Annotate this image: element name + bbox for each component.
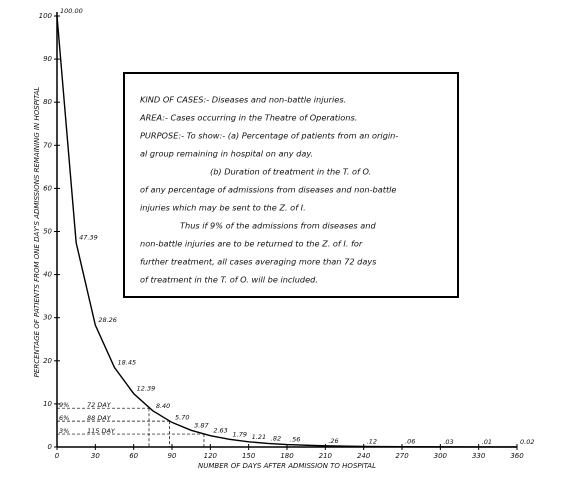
data-label: .26 bbox=[328, 437, 338, 445]
data-label: 47.39 bbox=[79, 234, 98, 242]
y-tick-label: 70 bbox=[43, 141, 52, 149]
x-tick-label: 30 bbox=[91, 452, 100, 460]
annotation-line: AREA:- Cases occurring in the Theatre of… bbox=[139, 113, 357, 123]
annotation-line: KIND OF CASES:- Diseases and non-battle … bbox=[140, 95, 346, 105]
y-tick-label: 20 bbox=[43, 357, 52, 365]
guide-day-label: 72 DAY bbox=[87, 401, 112, 409]
x-tick-label: 360 bbox=[510, 452, 524, 460]
x-tick-label: 330 bbox=[472, 452, 486, 460]
data-label: 28.26 bbox=[98, 316, 117, 324]
y-tick-label: 50 bbox=[43, 228, 52, 236]
data-label: 18.45 bbox=[118, 358, 137, 366]
x-tick-label: 300 bbox=[434, 452, 448, 460]
annotation-line: of treatment in the T. of O. will be inc… bbox=[140, 275, 318, 285]
guide-label: 9% bbox=[59, 401, 69, 409]
data-label: 5.70 bbox=[175, 413, 189, 421]
x-tick-label: 270 bbox=[395, 452, 409, 460]
data-label: 1.21 bbox=[252, 433, 266, 441]
data-label: 8.40 bbox=[156, 402, 170, 410]
y-tick-label: 30 bbox=[43, 314, 52, 322]
annotation-line: Thus if 9% of the admissions from diseas… bbox=[180, 221, 376, 231]
guide-day-label: 115 DAY bbox=[87, 427, 116, 435]
x-tick-label: 240 bbox=[357, 452, 371, 460]
y-tick-label: 0 bbox=[48, 443, 53, 451]
data-label: .56 bbox=[290, 436, 300, 444]
data-label: .12 bbox=[367, 437, 377, 445]
data-line bbox=[56, 15, 518, 448]
y-tick-label: 10 bbox=[43, 400, 52, 408]
annotation-line: injuries which may be sent to the Z. of … bbox=[140, 203, 306, 213]
annotation-line: (b) Duration of treatment in the T. of O… bbox=[210, 167, 371, 177]
data-label: 1.79 bbox=[233, 430, 247, 438]
guide-label: 3% bbox=[59, 427, 69, 435]
guide-day-label: 88 DAY bbox=[87, 414, 112, 422]
data-label: .03 bbox=[443, 438, 453, 446]
annotation-line: of any percentage of admissions from dis… bbox=[140, 185, 396, 195]
annotation-line: PURPOSE:- To show:- (a) Percentage of pa… bbox=[140, 131, 398, 141]
x-tick-label: 60 bbox=[129, 452, 138, 460]
data-label: .06 bbox=[405, 438, 415, 446]
x-tick-label: 150 bbox=[242, 452, 256, 460]
guide-label: 6% bbox=[59, 414, 69, 422]
data-label: .01 bbox=[482, 438, 492, 446]
annotation-line: al group remaining in hospital on any da… bbox=[140, 149, 313, 159]
data-label: 12.39 bbox=[137, 385, 156, 393]
annotation-line: non-battle injuries are to be returned t… bbox=[140, 239, 363, 249]
x-tick-label: 180 bbox=[280, 452, 294, 460]
annotation-box bbox=[123, 72, 459, 298]
x-tick-label: 210 bbox=[319, 452, 333, 460]
data-label: .82 bbox=[271, 434, 281, 442]
y-tick-label: 100 bbox=[39, 12, 53, 20]
annotation-line: further treatment, all cases averaging m… bbox=[140, 257, 377, 267]
y-tick-label: 90 bbox=[43, 55, 52, 63]
data-label: 2.63 bbox=[213, 427, 227, 435]
x-tick-label: 90 bbox=[168, 452, 177, 460]
data-label: 3.87 bbox=[194, 421, 209, 429]
y-tick-label: 80 bbox=[43, 98, 52, 106]
data-label: 100.00 bbox=[60, 7, 83, 15]
x-tick-label: 120 bbox=[204, 452, 218, 460]
data-label: 0.02 bbox=[520, 438, 534, 446]
x-tick-label: 0 bbox=[55, 452, 60, 460]
y-tick-label: 60 bbox=[43, 184, 52, 192]
y-axis-label: PERCENTAGE OF PATIENTS FROM ONE DAY'S AD… bbox=[33, 87, 41, 378]
annotation: KIND OF CASES:- Diseases and non-battle … bbox=[139, 95, 398, 285]
y-tick-label: 40 bbox=[43, 271, 52, 279]
x-axis-label: NUMBER OF DAYS AFTER ADMISSION TO HOSPIT… bbox=[198, 462, 376, 470]
